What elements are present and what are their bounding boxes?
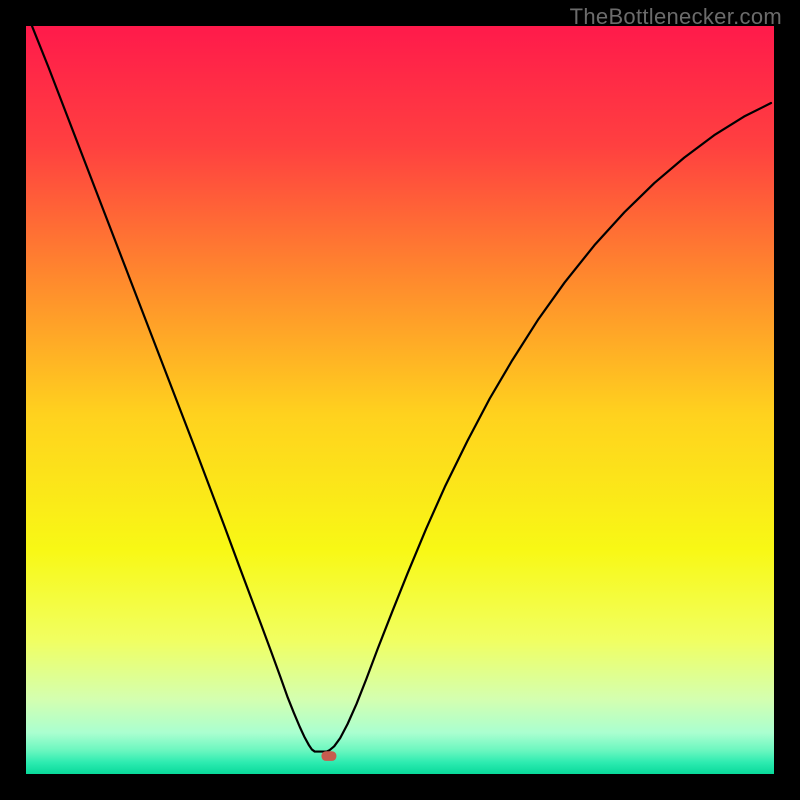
plot-background <box>26 26 774 774</box>
optimum-marker <box>321 751 336 761</box>
chart-frame: TheBottlenecker.com <box>0 0 800 800</box>
plot-area <box>26 26 774 774</box>
